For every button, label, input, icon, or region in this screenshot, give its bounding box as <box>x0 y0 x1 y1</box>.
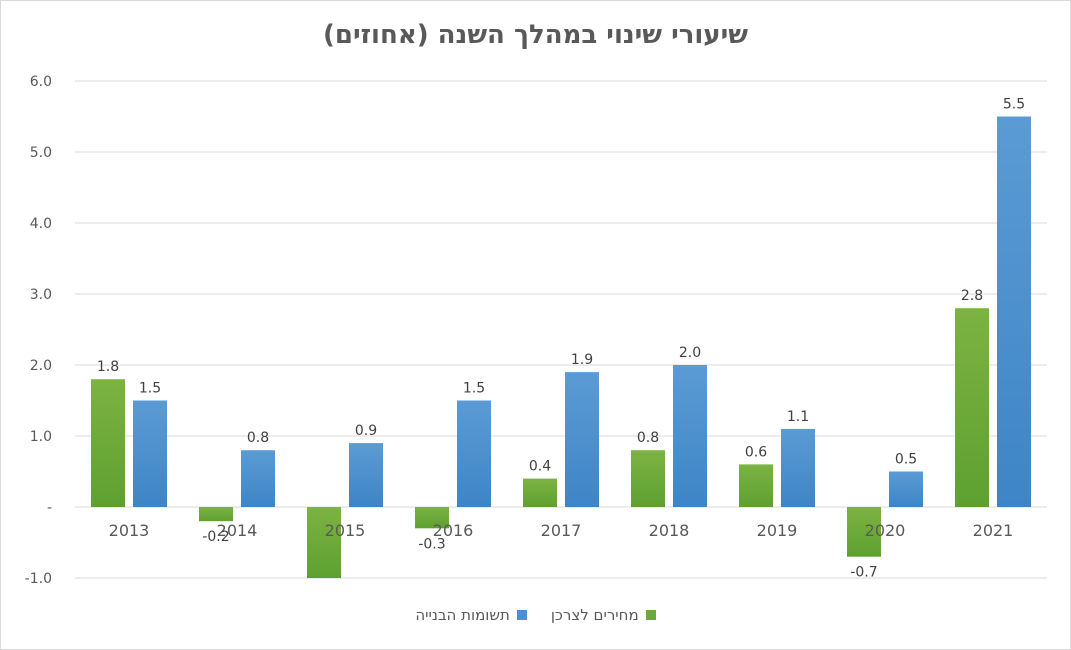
y-tick-label: 6.0 <box>30 74 52 90</box>
data-label: 0.6 <box>745 444 767 460</box>
data-label: 2.8 <box>961 288 983 304</box>
legend-swatch-blue <box>516 610 527 620</box>
bar-consumer-prices <box>199 507 233 522</box>
data-label: 1.9 <box>571 352 593 368</box>
x-tick-label: 2021 <box>973 521 1014 540</box>
legend-item-consumer-prices: מחירים לצרכן <box>551 606 656 624</box>
bar-construction-inputs <box>241 450 275 507</box>
data-label: 5.5 <box>1003 97 1025 113</box>
y-tick-label: 2.0 <box>30 358 52 374</box>
y-tick-label: -1.0 <box>25 571 52 587</box>
bar-consumer-prices <box>523 478 557 507</box>
bar-consumer-prices <box>955 308 989 507</box>
bar-construction-inputs <box>997 116 1031 507</box>
bar-consumer-prices <box>631 450 665 507</box>
legend: מחירים לצרכן תשומות הבנייה <box>0 606 1071 624</box>
y-tick-label: 4.0 <box>30 216 52 232</box>
y-tick-label: 3.0 <box>30 287 52 303</box>
data-label: 0.4 <box>529 459 551 475</box>
bar-construction-inputs <box>133 400 167 507</box>
y-axis: -1.0-1.02.03.04.05.06.0 <box>25 74 52 587</box>
data-labels: 1.8 1.5 -0.2 0.8 0.9 -0.3 1.5 0.4 1.9 0.8 2.0 0.6 1.… <box>97 97 1025 581</box>
y-tick-label: 5.0 <box>30 145 52 161</box>
bar-consumer-prices <box>307 507 341 578</box>
bar-construction-inputs <box>457 400 491 507</box>
data-label: 0.5 <box>895 452 917 468</box>
bars <box>91 116 1031 578</box>
data-label: 1.8 <box>97 359 119 375</box>
data-label: 0.9 <box>355 423 377 439</box>
data-label: -0.2 <box>202 529 229 545</box>
x-tick-label: 2013 <box>109 521 150 540</box>
bar-consumer-prices <box>91 379 125 507</box>
bar-construction-inputs <box>781 428 815 507</box>
x-axis: 2013 2014 2015 2016 2017 2018 2019 2020 2021 <box>109 521 1014 540</box>
data-label: 0.8 <box>247 430 269 446</box>
x-tick-label: 2019 <box>757 521 798 540</box>
data-label: 0.8 <box>637 430 659 446</box>
x-tick-label: 2016 <box>433 521 474 540</box>
data-label: 2.0 <box>679 345 701 361</box>
chart-title: שיעורי שינוי במהלך השנה (אחוזים) <box>322 20 748 50</box>
data-label: -0.3 <box>418 536 445 552</box>
gridlines <box>75 80 1047 579</box>
bar-consumer-prices <box>739 464 773 507</box>
legend-label: תשומות הבנייה <box>415 606 510 624</box>
y-tick-label: - <box>47 500 52 516</box>
x-tick-label: 2020 <box>865 521 906 540</box>
bar-construction-inputs <box>349 443 383 507</box>
bar-consumer-prices <box>415 507 449 529</box>
legend-item-construction-inputs: תשומות הבנייה <box>415 606 527 624</box>
x-tick-label: 2017 <box>541 521 582 540</box>
bar-consumer-prices <box>847 507 881 557</box>
x-tick-label: 2015 <box>325 521 366 540</box>
y-tick-label: 1.0 <box>30 429 52 445</box>
bar-construction-inputs <box>673 365 707 507</box>
bar-construction-inputs <box>565 372 599 507</box>
x-tick-label: 2014 <box>217 521 258 540</box>
data-label: 1.1 <box>787 409 809 425</box>
x-tick-label: 2018 <box>649 521 690 540</box>
legend-swatch-green <box>645 610 656 620</box>
data-label: -0.7 <box>850 565 877 581</box>
data-label: 1.5 <box>463 381 485 397</box>
data-label: 1.5 <box>139 381 161 397</box>
bar-construction-inputs <box>889 471 923 507</box>
legend-label: מחירים לצרכן <box>550 606 639 624</box>
